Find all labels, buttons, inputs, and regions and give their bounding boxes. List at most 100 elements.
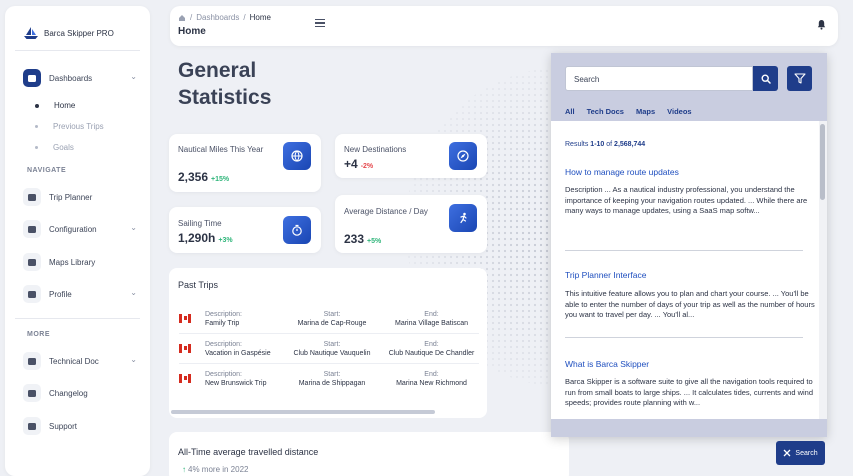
sidebar-item-trip-planner[interactable]: Trip Planner: [23, 187, 143, 207]
table-row[interactable]: Description: Vacation in Gaspésie Start: C…: [169, 334, 487, 362]
bell-icon[interactable]: [817, 19, 826, 30]
search-panel-footer: [551, 419, 827, 437]
sidebar-item-maps-library[interactable]: Maps Library: [23, 252, 143, 272]
results-count: Results 1-10 of 2,568,744: [565, 141, 645, 148]
cell-value: Family Trip: [205, 320, 240, 327]
trip-end: End: Marina New Richmond: [384, 370, 479, 388]
search-input[interactable]: Search: [565, 66, 753, 91]
tab-videos[interactable]: Videos: [667, 107, 692, 116]
results-count-range: 1-10: [590, 141, 605, 148]
stat-card-nautical-miles: Nautical Miles This Year 2,356 +15%: [169, 134, 321, 192]
close-search-label: Search: [795, 449, 818, 457]
result-description: Description ... As a nautical industry p…: [565, 185, 808, 215]
sidebar-subitem-home[interactable]: Home: [35, 101, 75, 110]
close-search-button[interactable]: Search: [776, 441, 825, 465]
past-trips-title: Past Trips: [178, 280, 219, 290]
dashboard-icon: [23, 69, 41, 87]
result-title-link[interactable]: Trip Planner Interface: [565, 270, 647, 280]
wrench-icon: [23, 220, 41, 238]
row-divider: [179, 333, 479, 334]
sidebar-divider: [15, 50, 140, 51]
search-panel: Search All Tech Docs Maps Videos Results…: [551, 53, 827, 437]
breadcrumb-dashboards[interactable]: Dashboards: [196, 13, 240, 22]
compass-icon: [449, 142, 477, 170]
hamburger-menu-icon[interactable]: [315, 19, 325, 27]
average-distance-title: All-Time average travelled distance: [178, 447, 319, 457]
brand-name: Barca Skipper PRO: [44, 28, 114, 38]
sidebar-item-label: Profile: [49, 289, 72, 299]
sidebar-item-label: Configuration: [49, 224, 97, 234]
trip-start: Start: Marina de Shippagan: [287, 370, 377, 388]
stat-value: 1,290h +3%: [178, 231, 233, 245]
filter-icon: [793, 73, 806, 84]
trip-description: Description: Vacation in Gaspésie: [205, 340, 271, 358]
sidebar-subitem-goals[interactable]: Goals: [35, 143, 74, 152]
chevron-down-icon: ⌄: [130, 355, 137, 364]
trip-description: Description: New Brunswick Trip: [205, 370, 266, 388]
cell-value: Club Nautique De Chandler: [388, 350, 475, 357]
tab-tech-docs[interactable]: Tech Docs: [586, 107, 624, 116]
sidebar-item-configuration[interactable]: Configuration ⌄: [23, 219, 143, 239]
stat-card-new-destinations: New Destinations +4 -2%: [335, 134, 487, 178]
scrollbar-thumb[interactable]: [820, 124, 825, 200]
vertical-scrollbar[interactable]: [819, 121, 827, 419]
canada-flag-icon: [179, 344, 191, 353]
stat-label: Nautical Miles This Year: [178, 145, 264, 154]
stat-number: 233: [344, 232, 365, 246]
section-navigate: NAVIGATE: [27, 167, 67, 174]
result-divider: [565, 250, 803, 251]
title-line: Statistics: [178, 86, 272, 109]
sidebar-item-profile[interactable]: Profile ⌄: [23, 284, 143, 304]
sidebar-item-dashboards[interactable]: Dashboards ⌄: [23, 68, 143, 88]
sidebar-item-technical-doc[interactable]: Technical Doc ⌄: [23, 351, 143, 371]
brand[interactable]: Barca Skipper PRO: [23, 26, 114, 40]
close-icon: [783, 449, 791, 457]
bullet-icon: [35, 103, 39, 108]
stat-change: +3%: [218, 237, 233, 244]
sidebar-item-changelog[interactable]: Changelog: [23, 383, 143, 403]
horizontal-scrollbar[interactable]: [171, 410, 435, 414]
main-title: General Statistics: [178, 57, 271, 111]
sidebar-subitem-label: Home: [54, 101, 76, 110]
sidebar-divider: [15, 318, 140, 319]
result-title-link[interactable]: What is Barca Skipper: [565, 359, 650, 369]
tab-maps[interactable]: Maps: [635, 107, 656, 116]
chevron-down-icon: ⌄: [130, 72, 137, 81]
result-description: Barca Skipper is a software suite to giv…: [565, 377, 814, 407]
chevron-down-icon: ⌄: [130, 223, 137, 232]
runner-icon: [449, 204, 477, 232]
column-label: Description:: [205, 371, 242, 378]
tab-all[interactable]: All: [565, 107, 575, 116]
map-icon: [23, 188, 41, 206]
table-row[interactable]: Description: Family Trip Start: Marina de …: [169, 304, 487, 332]
column-label: Description:: [205, 341, 242, 348]
cell-value: New Brunswick Trip: [205, 380, 267, 387]
average-distance-card: All-Time average travelled distance ↑ 4% …: [169, 432, 569, 476]
top-header: / Dashboards / Home Home: [170, 6, 838, 46]
search-button[interactable]: [753, 66, 778, 91]
cell-value: Marina New Richmond: [396, 380, 467, 387]
filter-button[interactable]: [787, 66, 812, 91]
sidebar-subitem-previous-trips[interactable]: Previous Trips: [35, 122, 104, 131]
sidebar-item-label: Support: [49, 421, 78, 431]
cell-value: Marina de Shippagan: [298, 380, 366, 387]
canada-flag-icon: [179, 314, 191, 323]
stat-change: +15%: [211, 176, 230, 183]
home-icon[interactable]: [178, 14, 186, 22]
sidebar-item-support[interactable]: Support: [23, 416, 143, 436]
table-row[interactable]: Description: New Brunswick Trip Start: Mar…: [169, 364, 487, 392]
stat-card-average-distance: Average Distance / Day 233 +5%: [335, 195, 487, 253]
sidebar-item-label: Maps Library: [49, 257, 96, 267]
sidebar-item-label: Changelog: [49, 388, 88, 398]
search-tabs: All Tech Docs Maps Videos: [565, 107, 692, 116]
search-icon: [760, 73, 771, 84]
cell-value: Marina de Cap-Rouge: [297, 320, 367, 327]
page-title: Home: [178, 26, 206, 37]
result-title-link[interactable]: How to manage route updates: [565, 167, 679, 177]
cell-value: Vacation in Gaspésie: [205, 350, 271, 357]
breadcrumb-home: Home: [249, 13, 271, 22]
section-more: MORE: [27, 331, 50, 338]
profile-icon: [23, 285, 41, 303]
sailboat-logo-icon: [24, 27, 38, 39]
cell-value: Marina Village Batiscan: [394, 320, 469, 327]
